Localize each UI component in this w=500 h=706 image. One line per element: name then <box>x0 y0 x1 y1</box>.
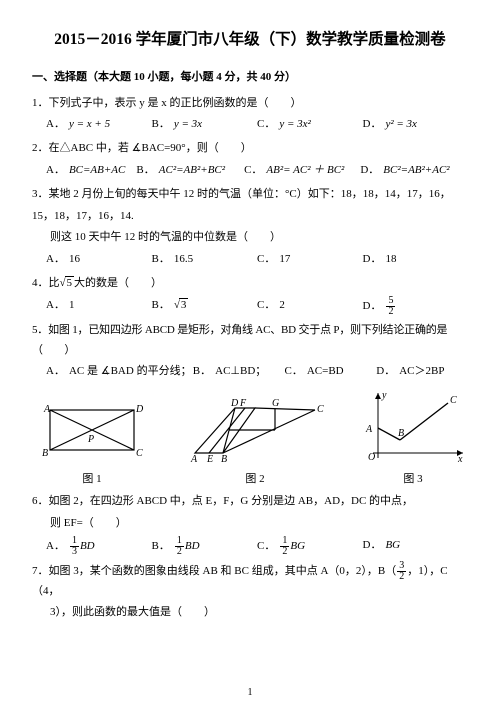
q2-choice-d: D．BC²=AB²+AC² <box>360 161 468 181</box>
q3-stem-a: 某地 2 月份上旬的每天中午 12 时的气温（单位：°C）如下：18，18，14… <box>49 188 451 200</box>
svg-text:F: F <box>239 398 247 409</box>
figure-2: A B E D F G C 图 2 <box>175 398 335 490</box>
svg-text:D: D <box>230 398 239 409</box>
q2-choice-a: A．BC=AB+AC <box>46 161 136 181</box>
svg-text:C: C <box>136 448 143 459</box>
q2-choice-b: B．AC²=AB²+BC² <box>136 161 244 181</box>
q4-choice-a: A．1 <box>46 296 152 317</box>
q6-choice-c: C．12BG <box>257 536 363 557</box>
svg-text:C: C <box>317 404 324 415</box>
q5-choice-d: D．AC＞2BP <box>376 362 468 382</box>
svg-text:y: y <box>381 390 387 401</box>
q1-choice-b: B．y = 3x <box>152 115 258 135</box>
q4-stem-suffix: 大的数是（ ） <box>74 277 162 289</box>
fig1-caption: 图 1 <box>32 470 152 490</box>
q1-stem: 下列式子中，表示 y 是 x 的正比例函数的是（ ） <box>49 97 302 109</box>
figure-1: A D B C P 图 1 <box>32 398 152 490</box>
q2-stem: 在△ABC 中，若 ∡BAC=90°，则（ ） <box>49 142 252 154</box>
fig3-caption: 图 3 <box>358 470 468 490</box>
svg-text:B: B <box>42 448 48 459</box>
question-4: 4．比√5大的数是（ ） A．1 B．√3 C．2 D．52 <box>32 274 468 317</box>
svg-text:E: E <box>206 454 213 465</box>
svg-text:B: B <box>398 428 404 439</box>
q4-choice-d: D．52 <box>363 296 469 317</box>
q4-stem-prefix: 比 <box>49 277 60 289</box>
svg-text:A: A <box>190 454 198 465</box>
svg-text:D: D <box>135 404 144 415</box>
figure-3: A B C O x y 图 3 <box>358 388 468 490</box>
svg-text:O: O <box>368 452 375 463</box>
q2-choice-c: C．AB²= AC² ＋ BC² <box>244 161 360 181</box>
q6-stem-a: 如图 2，在四边形 ABCD 中，点 E，F，G 分别是边 AB，AD，DC 的… <box>49 495 414 507</box>
figure-row: A D B C P 图 1 A B E D F G <box>32 388 468 490</box>
q1-choice-c: C．y = 3x² <box>257 115 363 135</box>
question-1: 1．下列式子中，表示 y 是 x 的正比例函数的是（ ） A．y = x + 5… <box>32 94 468 136</box>
q3-choice-a: A．16 <box>46 250 152 270</box>
question-7: 7．如图 3，某个函数的图象由线段 AB 和 BC 组成，其中点 A（0，2），… <box>32 561 468 624</box>
q6-choice-d: D．BG <box>363 536 469 557</box>
svg-text:G: G <box>272 398 279 409</box>
q6-choice-b: B．12BD <box>152 536 258 557</box>
svg-text:P: P <box>87 434 94 445</box>
q1-choice-d: D．y² = 3x <box>363 115 469 135</box>
page-number: 1 <box>0 687 500 698</box>
question-6: 6．如图 2，在四边形 ABCD 中，点 E，F，G 分别是边 AB，AD，DC… <box>32 492 468 557</box>
q6-choice-a: A．13BD <box>46 536 152 557</box>
svg-text:A: A <box>43 404 51 415</box>
svg-text:C: C <box>450 395 457 406</box>
question-2: 2．在△ABC 中，若 ∡BAC=90°，则（ ） A．BC=AB+AC B．A… <box>32 139 468 181</box>
svg-text:x: x <box>457 454 463 465</box>
section-heading: 一、选择题（本大题 10 小题，每小题 4 分，共 40 分） <box>32 68 468 88</box>
q3-stem-b: 15，18，17，16，14. <box>32 207 468 227</box>
q5-stem: 如图 1，已知四边形 ABCD 是矩形，对角线 AC、BD 交于点 P，则下列结… <box>32 324 447 356</box>
q3-choice-d: D．18 <box>363 250 469 270</box>
fig2-caption: 图 2 <box>175 470 335 490</box>
q5-choice-c: C．AC=BD <box>285 362 377 382</box>
q1-choice-a: A．y = x + 5 <box>46 115 152 135</box>
q7-stem-b: 3），则此函数的最大值是（ ） <box>32 603 468 623</box>
question-3: 3．某地 2 月份上旬的每天中午 12 时的气温（单位：°C）如下：18，18，… <box>32 185 468 270</box>
question-5: 5．如图 1，已知四边形 ABCD 是矩形，对角线 AC、BD 交于点 P，则下… <box>32 321 468 382</box>
q5-choice-a: A．AC 是 ∡BAD 的平分线； <box>46 362 193 382</box>
q3-choice-b: B．16.5 <box>152 250 258 270</box>
page-title: 2015－2016 学年厦门市八年级（下）数学教学质量检测卷 <box>32 26 468 54</box>
q6-stem-b: 则 EF=（ ） <box>32 514 468 534</box>
q4-choice-b: B．√3 <box>152 296 258 317</box>
q7-stem-a-pre: 如图 3，某个函数的图象由线段 AB 和 BC 组成，其中点 A（0，2），B（ <box>49 565 397 577</box>
q3-stem-c: 则这 10 天中午 12 时的气温的中位数是（ ） <box>32 228 468 248</box>
q4-choice-c: C．2 <box>257 296 363 317</box>
svg-text:B: B <box>221 454 227 465</box>
svg-text:A: A <box>365 424 373 435</box>
q3-choice-c: C．17 <box>257 250 363 270</box>
q5-choice-b: B．AC⊥BD； <box>193 362 285 382</box>
